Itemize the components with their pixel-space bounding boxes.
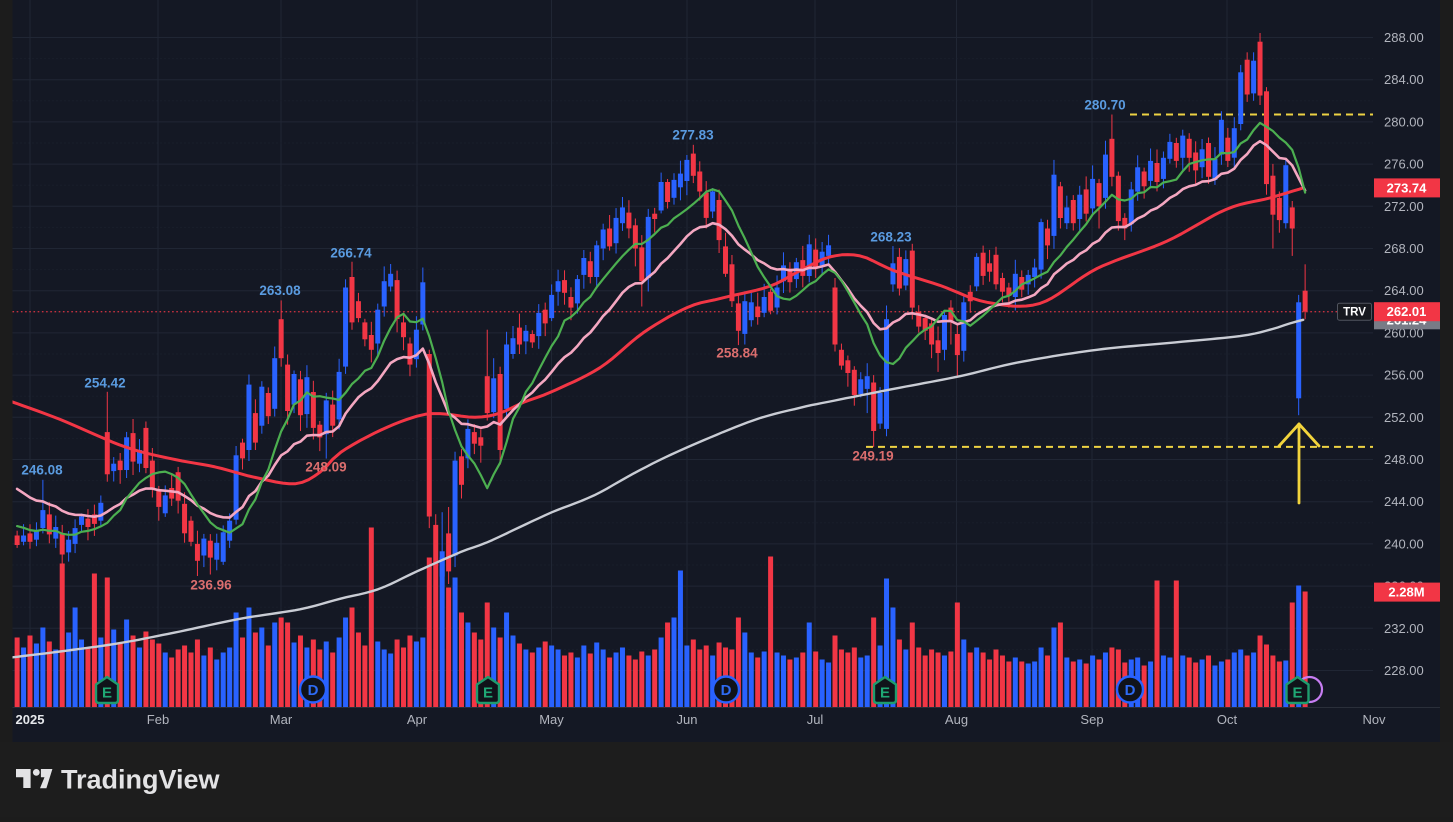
svg-text:244.00: 244.00	[1384, 494, 1424, 509]
svg-text:273.74: 273.74	[1387, 180, 1428, 195]
svg-text:288.00: 288.00	[1384, 30, 1424, 45]
svg-text:248.09: 248.09	[305, 460, 346, 475]
svg-text:232.00: 232.00	[1384, 621, 1424, 636]
svg-text:254.42: 254.42	[84, 376, 125, 391]
svg-text:Nov: Nov	[1362, 712, 1386, 727]
svg-text:E: E	[483, 685, 493, 702]
svg-text:Jun: Jun	[677, 712, 698, 727]
svg-text:228.00: 228.00	[1384, 663, 1424, 678]
svg-text:Feb: Feb	[147, 712, 169, 727]
svg-text:266.74: 266.74	[330, 246, 372, 261]
svg-text:D: D	[308, 682, 319, 699]
svg-text:280.00: 280.00	[1384, 114, 1424, 129]
svg-text:2.28M: 2.28M	[1388, 585, 1424, 600]
svg-text:D: D	[721, 682, 732, 699]
svg-text:284.00: 284.00	[1384, 72, 1424, 87]
svg-text:258.84: 258.84	[716, 346, 758, 361]
svg-text:D: D	[1125, 682, 1136, 699]
svg-text:268.23: 268.23	[870, 230, 912, 245]
svg-text:Jul: Jul	[807, 712, 824, 727]
svg-text:264.00: 264.00	[1384, 283, 1424, 298]
svg-text:E: E	[102, 685, 112, 702]
svg-text:Aug: Aug	[945, 712, 968, 727]
svg-text:268.00: 268.00	[1384, 241, 1424, 256]
svg-text:Sep: Sep	[1080, 712, 1103, 727]
svg-text:246.08: 246.08	[21, 463, 63, 478]
svg-text:263.08: 263.08	[259, 283, 301, 298]
svg-text:276.00: 276.00	[1384, 157, 1424, 172]
svg-text:277.83: 277.83	[672, 128, 714, 143]
svg-text:280.70: 280.70	[1084, 98, 1125, 113]
svg-text:249.19: 249.19	[852, 449, 893, 464]
svg-text:Apr: Apr	[407, 712, 428, 727]
svg-text:E: E	[1292, 685, 1302, 702]
svg-text:TradingView: TradingView	[61, 765, 221, 795]
svg-text:May: May	[539, 712, 564, 727]
svg-text:Mar: Mar	[270, 712, 293, 727]
svg-text:240.00: 240.00	[1384, 536, 1424, 551]
svg-text:252.00: 252.00	[1384, 410, 1424, 425]
svg-text:TRV: TRV	[1343, 307, 1366, 319]
svg-text:236.96: 236.96	[190, 578, 232, 593]
svg-text:262.01: 262.01	[1387, 304, 1427, 319]
svg-text:Oct: Oct	[1217, 712, 1238, 727]
svg-text:2025: 2025	[16, 712, 45, 727]
svg-text:256.00: 256.00	[1384, 368, 1424, 383]
svg-text:248.00: 248.00	[1384, 452, 1424, 467]
svg-text:272.00: 272.00	[1384, 199, 1424, 214]
svg-text:E: E	[880, 685, 890, 702]
